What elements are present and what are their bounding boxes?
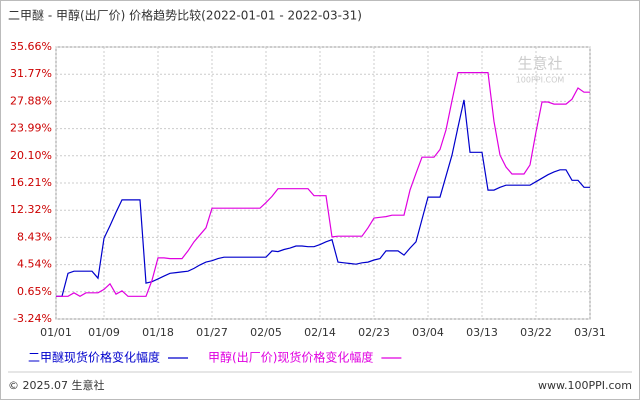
watermark: 100PPI.COM bbox=[516, 76, 565, 85]
chart-title: 二甲醚 - 甲醇(出厂价) 价格趋势比较(2022-01-01 - 2022-0… bbox=[8, 8, 362, 23]
x-tick-label: 03/13 bbox=[466, 326, 498, 339]
x-tick-label: 01/09 bbox=[88, 326, 120, 339]
y-tick-label: 31.77% bbox=[10, 67, 52, 80]
y-tick-label: -3.24% bbox=[13, 312, 52, 325]
x-tick-label: 02/05 bbox=[250, 326, 282, 339]
x-tick-label: 03/22 bbox=[520, 326, 552, 339]
line bbox=[56, 72, 590, 297]
legend-label: 二甲醚现货价格变化幅度 bbox=[28, 350, 160, 365]
y-tick-label: 0.65% bbox=[17, 285, 52, 298]
x-tick-label: 01/27 bbox=[196, 326, 228, 339]
line bbox=[56, 99, 590, 297]
y-tick-label: 35.66% bbox=[10, 40, 52, 53]
x-tick-label: 03/04 bbox=[412, 326, 444, 339]
y-tick-label: 20.10% bbox=[10, 149, 52, 162]
x-tick-label: 02/23 bbox=[358, 326, 390, 339]
y-tick-label: 23.99% bbox=[10, 122, 52, 135]
y-tick-label: 4.54% bbox=[17, 258, 52, 271]
x-tick-label: 02/14 bbox=[304, 326, 336, 339]
watermark: 生意社 bbox=[517, 55, 562, 73]
x-tick-label: 01/18 bbox=[142, 326, 174, 339]
x-tick-label: 03/31 bbox=[574, 326, 606, 339]
y-tick-label: 16.21% bbox=[10, 176, 52, 189]
x-tick-label: 01/01 bbox=[40, 326, 72, 339]
footer-right: www.100PPI.com bbox=[538, 379, 632, 392]
y-tick-label: 27.88% bbox=[10, 94, 52, 107]
y-tick-label: 12.32% bbox=[10, 203, 52, 216]
footer-left: © 2025.07 生意社 bbox=[8, 378, 104, 392]
y-tick-label: 8.43% bbox=[17, 230, 52, 243]
legend-label: 甲醇(出厂价)现货价格变化幅度 bbox=[208, 350, 373, 365]
